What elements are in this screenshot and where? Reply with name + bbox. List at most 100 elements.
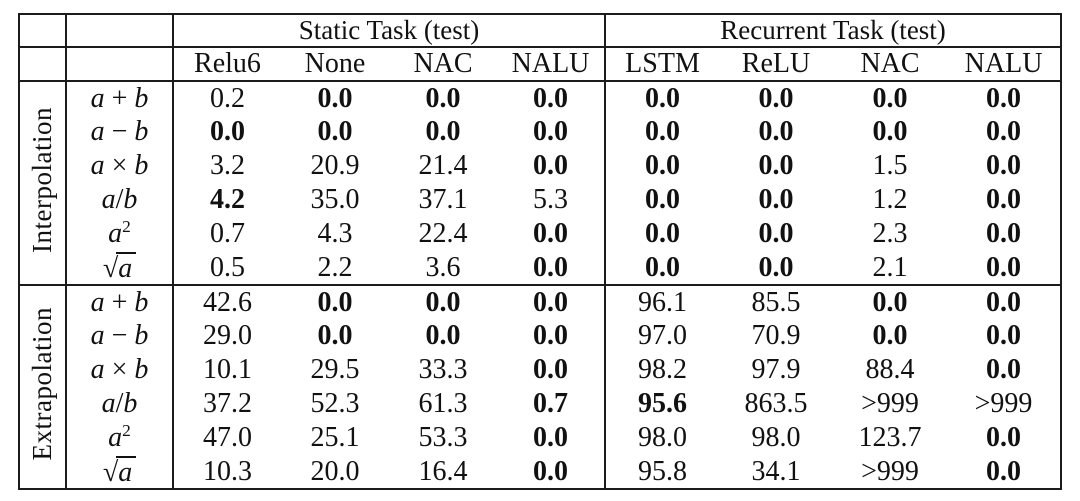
column-group-header-row: Static Task (test) Recurrent Task (test) (19, 14, 1062, 48)
value-cell: 21.4 (418, 150, 468, 181)
value-cell: 20.0 (281, 455, 389, 490)
value-cell: 2.2 (281, 251, 389, 286)
value-cell: 0.0 (758, 150, 794, 181)
value-cell: 0.0 (872, 320, 908, 351)
column-header-relu: ReLU (719, 47, 834, 82)
value-cell: 0.0 (425, 82, 461, 114)
value-cell: 0.0 (533, 116, 568, 147)
value-cell: 0.0 (986, 354, 1022, 385)
value-cell: 123.7 (858, 422, 922, 453)
value-cell: 0.0 (986, 422, 1022, 453)
table-row: a2 0.7 4.3 22.4 0.0 0.0 0.0 2.3 0.0 (19, 217, 1061, 251)
empty-corner-cell (65, 14, 173, 48)
value-cell: 16.4 (389, 455, 497, 490)
table-row: √a 0.5 2.2 3.6 0.0 0.0 0.0 2.1 0.0 (19, 251, 1062, 286)
value-cell: 0.0 (533, 320, 568, 351)
operation-label: a/b (65, 387, 173, 421)
column-header-relu6: Relu6 (172, 47, 281, 82)
value-cell: 95.6 (604, 387, 720, 421)
value-cell: 0.0 (604, 115, 720, 149)
table-row: a2 47.0 25.1 53.3 0.0 98.0 98.0 123.7 0.0 (19, 421, 1061, 455)
operation-label: √a (65, 455, 173, 490)
column-header-nalu-static: NALU (497, 47, 606, 82)
value-cell: 0.0 (986, 150, 1022, 181)
value-cell: 0.0 (719, 251, 834, 286)
value-cell: 3.6 (389, 251, 497, 286)
operation-label: a − b (65, 319, 173, 353)
value-cell: 88.4 (865, 354, 915, 385)
empty-corner-cell (19, 47, 66, 82)
value-cell: 53.3 (418, 422, 468, 453)
operation-label: a2 (65, 217, 173, 251)
results-table: Static Task (test) Recurrent Task (test)… (18, 13, 1063, 490)
sqrt-overline: a (116, 252, 137, 283)
operation-label: a × b (65, 353, 173, 387)
value-cell: 29.0 (172, 319, 281, 353)
value-cell: 0.0 (758, 116, 794, 147)
value-cell: 0.0 (533, 82, 568, 114)
value-cell: 0.0 (317, 286, 353, 318)
value-cell: 0.0 (317, 82, 353, 114)
value-cell: 0.0 (317, 320, 353, 351)
value-cell: 0.0 (872, 82, 908, 114)
value-cell: 1.5 (872, 150, 908, 181)
value-cell: 3.2 (172, 149, 281, 183)
value-cell: 0.0 (533, 150, 568, 181)
value-cell: 37.2 (172, 387, 281, 421)
value-cell: 70.9 (751, 320, 801, 351)
value-cell: 0.0 (986, 218, 1022, 249)
value-cell: 0.7 (172, 217, 281, 251)
value-cell: 0.0 (947, 251, 1062, 286)
value-cell: 0.0 (604, 217, 720, 251)
value-cell: 4.2 (172, 183, 281, 217)
value-cell: 33.3 (418, 354, 468, 385)
value-cell: 95.8 (604, 455, 720, 490)
value-cell: 0.2 (172, 81, 281, 115)
row-group-label-interpolation: Interpolation (19, 81, 66, 286)
value-cell: 98.2 (604, 353, 720, 387)
column-header-nac-static: NAC (389, 47, 497, 82)
column-header-nalu-recurrent: NALU (947, 47, 1062, 82)
value-cell: 0.0 (604, 251, 720, 286)
value-cell: 0.0 (986, 286, 1022, 318)
value-cell: 98.0 (751, 422, 801, 453)
value-cell: 35.0 (310, 184, 360, 215)
table-row: √a 10.3 20.0 16.4 0.0 95.8 34.1 >999 0.0 (19, 455, 1062, 490)
column-header-nac-recurrent: NAC (833, 47, 948, 82)
value-cell: 0.0 (317, 116, 353, 147)
value-cell: 25.1 (310, 422, 360, 453)
value-cell: 34.1 (719, 455, 834, 490)
value-cell: 2.1 (833, 251, 948, 286)
table-row: a × b 3.2 20.9 21.4 0.0 0.0 0.0 1.5 0.0 (19, 149, 1061, 183)
column-header-none: None (281, 47, 389, 82)
value-cell: >999 (861, 388, 919, 419)
value-cell: 96.1 (604, 285, 720, 319)
table-row: a/b 4.2 35.0 37.1 5.3 0.0 0.0 1.2 0.0 (19, 183, 1061, 217)
column-header-row: Relu6 None NAC NALU LSTM ReLU NAC NALU (19, 47, 1062, 82)
value-cell: 97.0 (604, 319, 720, 353)
value-cell: 0.0 (425, 286, 461, 318)
value-cell: 0.0 (758, 218, 794, 249)
value-cell: 0.0 (986, 82, 1022, 114)
value-cell: 0.0 (986, 320, 1022, 351)
sqrt-icon: √ (102, 253, 119, 284)
row-group-label-text: Interpolation (27, 107, 57, 253)
value-cell: 52.3 (310, 388, 360, 419)
value-cell: 0.0 (533, 422, 568, 453)
table-row: Interpolation a + b 0.2 0.0 0.0 0.0 0.0 0.0 0.0 0… (19, 81, 1061, 286)
value-cell: 0.0 (872, 116, 908, 147)
value-cell: 37.1 (418, 184, 468, 215)
value-cell: >999 (833, 455, 948, 490)
value-cell: >999 (974, 388, 1033, 419)
value-cell: 0.0 (604, 183, 720, 217)
operation-label: a + b (65, 81, 173, 115)
column-header-lstm: LSTM (604, 47, 720, 82)
table-row: Extrapolation a + b 42.6 0.0 0.0 0.0 96.1 85.5 0… (19, 285, 1061, 490)
operation-label: √a (65, 251, 173, 286)
value-cell: 0.7 (533, 388, 568, 419)
table-row: a × b 10.1 29.5 33.3 0.0 98.2 97.9 88.4 0.0 (19, 353, 1061, 387)
value-cell: 22.4 (418, 218, 468, 249)
value-cell: 0.0 (872, 286, 908, 318)
sqrt-icon: √ (102, 457, 119, 488)
operation-label: a/b (65, 183, 173, 217)
